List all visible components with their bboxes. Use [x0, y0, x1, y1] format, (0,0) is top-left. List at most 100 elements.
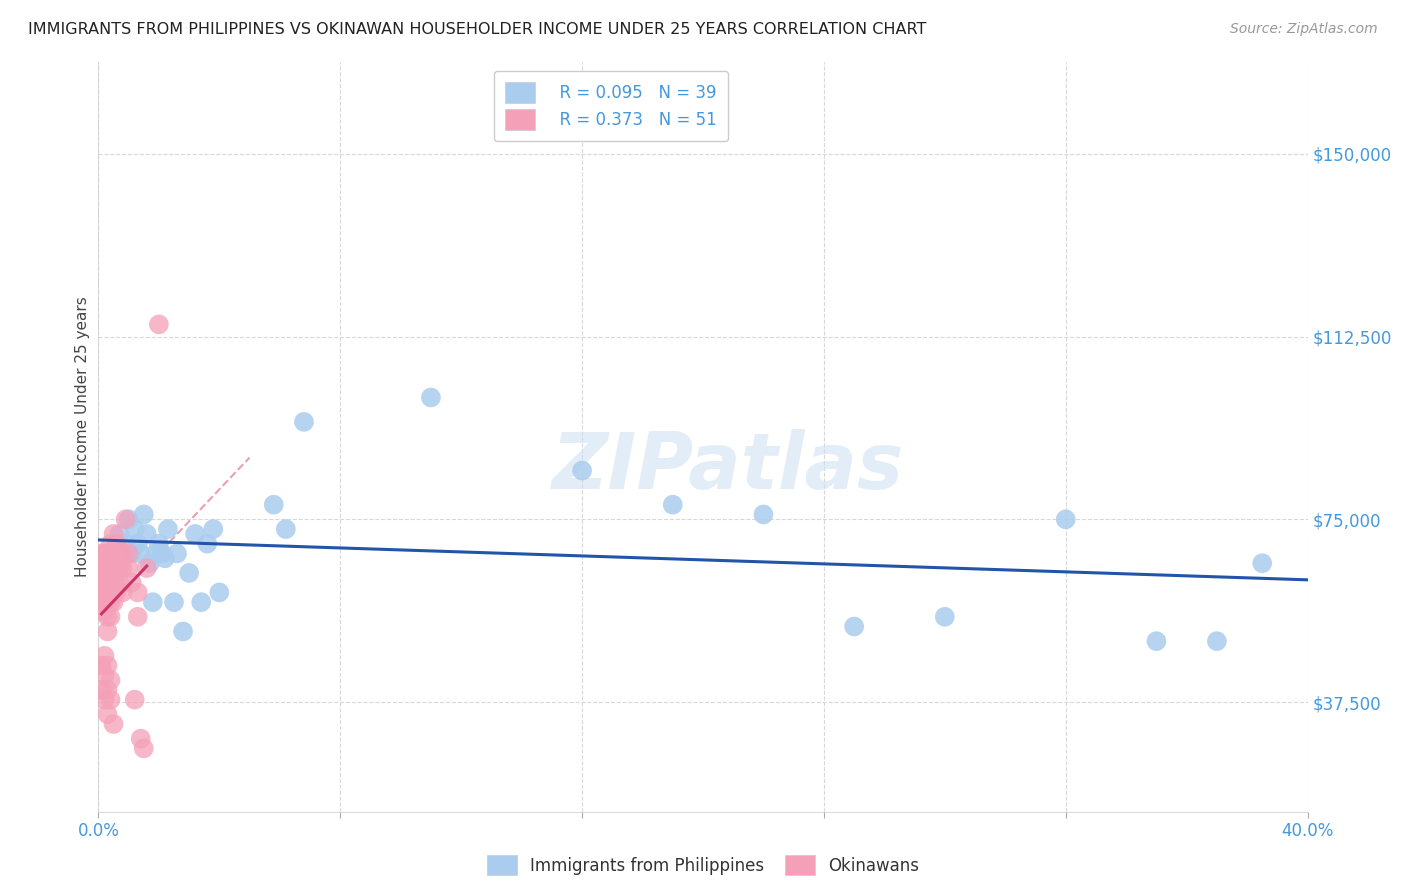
Point	[100, 566, 122, 580]
Point	[127, 609, 149, 624]
Point	[96, 658, 118, 673]
Point	[118, 561, 141, 575]
Point	[105, 566, 128, 580]
Point	[93, 556, 115, 570]
Y-axis label: Householder Income Under 25 years: Householder Income Under 25 years	[75, 297, 90, 577]
Point	[100, 575, 122, 590]
Point	[148, 318, 170, 332]
Point	[96, 585, 118, 599]
Point	[571, 464, 593, 478]
Point	[132, 508, 155, 522]
Point	[103, 561, 125, 575]
Point	[661, 498, 683, 512]
Point	[90, 658, 112, 673]
Point	[752, 508, 775, 522]
Point	[153, 551, 176, 566]
Point	[208, 585, 231, 599]
Point	[103, 546, 125, 560]
Point	[844, 619, 866, 633]
Point	[124, 522, 146, 536]
Point	[105, 537, 128, 551]
Point	[90, 575, 112, 590]
Point	[263, 498, 285, 512]
Point	[108, 575, 131, 590]
Point	[93, 595, 115, 609]
Point	[90, 561, 112, 575]
Point	[96, 624, 118, 639]
Point	[184, 527, 207, 541]
Point	[118, 512, 141, 526]
Point	[111, 546, 134, 560]
Point	[292, 415, 315, 429]
Point	[121, 546, 143, 560]
Point	[100, 609, 122, 624]
Point	[150, 546, 173, 560]
Point	[100, 595, 122, 609]
Point	[108, 561, 131, 575]
Point	[202, 522, 225, 536]
Point	[100, 551, 122, 566]
Point	[96, 595, 118, 609]
Point	[108, 546, 131, 560]
Point	[135, 561, 157, 575]
Point	[103, 595, 125, 609]
Point	[127, 537, 149, 551]
Point	[132, 741, 155, 756]
Point	[135, 527, 157, 541]
Point	[100, 692, 122, 706]
Point	[1206, 634, 1229, 648]
Point	[90, 682, 112, 697]
Point	[114, 537, 136, 551]
Point	[103, 546, 125, 560]
Point	[420, 391, 443, 405]
Point	[96, 546, 118, 560]
Point	[172, 624, 194, 639]
Point	[1251, 556, 1274, 570]
Text: IMMIGRANTS FROM PHILIPPINES VS OKINAWAN HOUSEHOLDER INCOME UNDER 25 YEARS CORREL: IMMIGRANTS FROM PHILIPPINES VS OKINAWAN …	[28, 22, 927, 37]
Point	[127, 585, 149, 599]
Point	[93, 575, 115, 590]
Point	[156, 522, 179, 536]
Point	[96, 571, 118, 585]
Point	[163, 595, 186, 609]
Point	[190, 595, 212, 609]
Point	[93, 648, 115, 663]
Point	[148, 537, 170, 551]
Text: Source: ZipAtlas.com: Source: ZipAtlas.com	[1230, 22, 1378, 37]
Point	[139, 556, 162, 570]
Point	[124, 692, 146, 706]
Point	[111, 585, 134, 599]
Point	[1054, 512, 1077, 526]
Point	[111, 561, 134, 575]
Point	[93, 605, 115, 619]
Point	[100, 537, 122, 551]
Point	[90, 546, 112, 560]
Text: ZIPatlas: ZIPatlas	[551, 429, 903, 505]
Point	[103, 575, 125, 590]
Legend: Immigrants from Philippines, Okinawans: Immigrants from Philippines, Okinawans	[479, 847, 927, 884]
Point	[100, 673, 122, 687]
Point	[166, 546, 188, 560]
Point	[103, 527, 125, 541]
Point	[274, 522, 297, 536]
Point	[90, 595, 112, 609]
Point	[96, 707, 118, 722]
Point	[142, 595, 165, 609]
Point	[96, 561, 118, 575]
Point	[93, 692, 115, 706]
Point	[108, 527, 131, 541]
Point	[93, 585, 115, 599]
Point	[96, 682, 118, 697]
Point	[121, 575, 143, 590]
Legend:   R = 0.095   N = 39,   R = 0.373   N = 51: R = 0.095 N = 39, R = 0.373 N = 51	[494, 70, 728, 142]
Point	[129, 731, 152, 746]
Point	[118, 546, 141, 560]
Point	[129, 546, 152, 560]
Point	[145, 546, 167, 560]
Point	[934, 609, 956, 624]
Point	[114, 512, 136, 526]
Point	[100, 585, 122, 599]
Point	[96, 609, 118, 624]
Point	[179, 566, 201, 580]
Point	[93, 546, 115, 560]
